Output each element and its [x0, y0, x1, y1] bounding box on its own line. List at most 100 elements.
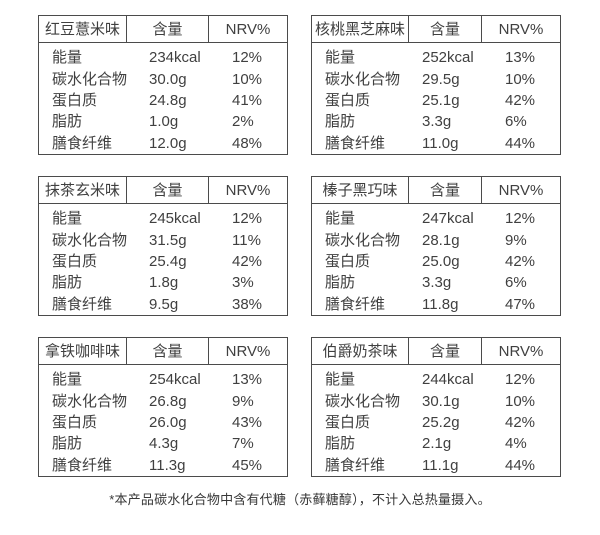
nutrition-table: 抹茶玄米味 含量 NRV% 能量 245kcal 12% 碳水化合物 31.5g 11% 蛋…	[38, 176, 288, 316]
nutrient-row: 膳食纤维 11.3g 45%	[39, 455, 287, 476]
nutrient-nrv: 7%	[232, 435, 254, 453]
nutrient-label: 能量	[325, 49, 356, 67]
nutrient-amount: 26.8g	[149, 392, 187, 410]
nutrient-label: 脂肪	[52, 274, 83, 292]
flavor-header: 红豆薏米味	[44, 20, 120, 38]
nutrient-nrv: 38%	[232, 295, 263, 313]
nutrient-nrv: 12%	[232, 49, 263, 67]
nutrient-label: 脂肪	[325, 113, 356, 131]
nutrient-amount: 11.0g	[422, 134, 459, 152]
nutrient-label: 膳食纤维	[325, 295, 386, 313]
table-body: 能量 244kcal 12% 碳水化合物 30.1g 10% 蛋白质 25.2g 42% 脂肪 2.…	[312, 365, 560, 476]
nutrient-amount: 4.3g	[149, 435, 179, 453]
nrv-column-header: NRV%	[208, 177, 287, 203]
nrv-column-header: NRV%	[208, 338, 287, 364]
nutrient-label: 蛋白质	[52, 413, 98, 431]
nutrient-amount: 2.1g	[422, 435, 452, 453]
nutrient-amount: 30.1g	[422, 392, 460, 410]
nutrient-label: 能量	[52, 210, 83, 228]
nutrient-nrv: 13%	[232, 371, 263, 389]
nutrient-label: 碳水化合物	[325, 231, 401, 249]
nutrient-row: 膳食纤维 11.1g 44%	[312, 455, 560, 476]
nutrient-row: 膳食纤维 11.0g 44%	[312, 133, 560, 154]
nutrient-amount: 1.0g	[149, 113, 179, 131]
nutrient-row: 蛋白质 25.1g 42%	[312, 90, 560, 111]
table-body: 能量 234kcal 12% 碳水化合物 30.0g 10% 蛋白质 24.8g 41% 脂肪 1.…	[39, 43, 287, 154]
nutrient-nrv: 48%	[232, 134, 263, 152]
nutrient-amount: 245kcal	[149, 210, 201, 228]
content-column-header: 含量	[126, 16, 208, 42]
flavor-header: 核桃黑芝麻味	[314, 20, 405, 38]
nutrient-row: 碳水化合物 29.5g 10%	[312, 68, 560, 89]
nutrient-nrv: 3%	[232, 274, 254, 292]
nutrient-amount: 25.4g	[149, 252, 187, 270]
nutrient-amount: 3.3g	[422, 274, 452, 292]
nutrient-row: 膳食纤维 12.0g 48%	[39, 133, 287, 154]
nutrient-row: 脂肪 3.3g 6%	[312, 272, 560, 293]
flavor-header: 榛子黑巧味	[322, 181, 398, 199]
nutrient-nrv: 10%	[232, 70, 263, 88]
table-header-row: 拿铁咖啡味 含量 NRV%	[39, 338, 287, 365]
nutrient-amount: 29.5g	[422, 70, 460, 88]
nutrient-row: 蛋白质 24.8g 41%	[39, 90, 287, 111]
nutrient-label: 蛋白质	[325, 413, 371, 431]
nutrient-row: 碳水化合物 28.1g 9%	[312, 229, 560, 250]
nutrient-amount: 12.0g	[149, 134, 187, 152]
nutrition-table: 伯爵奶茶味 含量 NRV% 能量 244kcal 12% 碳水化合物 30.1g 10% 蛋…	[311, 337, 561, 477]
nutrient-nrv: 6%	[505, 113, 527, 131]
nutrient-nrv: 44%	[505, 134, 536, 152]
nutrient-nrv: 12%	[505, 210, 536, 228]
nutrient-amount: 24.8g	[149, 91, 187, 109]
nutrient-amount: 28.1g	[422, 231, 460, 249]
table-body: 能量 252kcal 13% 碳水化合物 29.5g 10% 蛋白质 25.1g 42% 脂肪 3.…	[312, 43, 560, 154]
nutrient-amount: 25.2g	[422, 413, 460, 431]
nutrient-nrv: 42%	[505, 252, 536, 270]
table-header-row: 红豆薏米味 含量 NRV%	[39, 16, 287, 43]
nutrient-amount: 11.1g	[422, 456, 459, 474]
nutrient-nrv: 42%	[505, 91, 536, 109]
nutrient-nrv: 44%	[505, 456, 536, 474]
nutrient-nrv: 12%	[505, 371, 536, 389]
nrv-column-header: NRV%	[481, 338, 560, 364]
nutrient-nrv: 42%	[505, 413, 536, 431]
table-header-row: 伯爵奶茶味 含量 NRV%	[312, 338, 560, 365]
nutrient-amount: 26.0g	[149, 413, 187, 431]
nutrient-nrv: 4%	[505, 435, 527, 453]
nutrient-row: 蛋白质 26.0g 43%	[39, 412, 287, 433]
nutrient-row: 脂肪 1.8g 3%	[39, 272, 287, 293]
nutrient-row: 脂肪 2.1g 4%	[312, 433, 560, 454]
flavor-header: 拿铁咖啡味	[44, 342, 120, 360]
nutrient-row: 蛋白质 25.0g 42%	[312, 251, 560, 272]
nutrient-row: 膳食纤维 11.8g 47%	[312, 294, 560, 315]
table-body: 能量 254kcal 13% 碳水化合物 26.8g 9% 蛋白质 26.0g 43% 脂肪 4.3…	[39, 365, 287, 476]
nutrient-nrv: 12%	[232, 210, 263, 228]
nutrient-label: 碳水化合物	[52, 70, 128, 88]
content-column-header: 含量	[126, 177, 208, 203]
nrv-column-header: NRV%	[481, 177, 560, 203]
nutrient-nrv: 41%	[232, 91, 263, 109]
nutrient-nrv: 10%	[505, 70, 536, 88]
nutrient-amount: 25.0g	[422, 252, 460, 270]
nutrition-table: 核桃黑芝麻味 含量 NRV% 能量 252kcal 13% 碳水化合物 29.5g 10%…	[311, 15, 561, 155]
nutrient-amount: 11.3g	[149, 456, 186, 474]
table-header-row: 榛子黑巧味 含量 NRV%	[312, 177, 560, 204]
nutrition-table: 榛子黑巧味 含量 NRV% 能量 247kcal 12% 碳水化合物 28.1g 9% 蛋白…	[311, 176, 561, 316]
nutrient-nrv: 45%	[232, 456, 263, 474]
nutrient-label: 脂肪	[52, 113, 83, 131]
nutrient-row: 能量 244kcal 12%	[312, 369, 560, 390]
nutrient-row: 脂肪 4.3g 7%	[39, 433, 287, 454]
nutrient-amount: 9.5g	[149, 295, 179, 313]
nutrient-row: 碳水化合物 26.8g 9%	[39, 390, 287, 411]
nutrient-amount: 31.5g	[149, 231, 187, 249]
nutrition-table: 红豆薏米味 含量 NRV% 能量 234kcal 12% 碳水化合物 30.0g 10% 蛋…	[38, 15, 288, 155]
nutrient-label: 膳食纤维	[325, 134, 386, 152]
table-body: 能量 245kcal 12% 碳水化合物 31.5g 11% 蛋白质 25.4g 42% 脂肪 1.…	[39, 204, 287, 315]
nutrient-row: 能量 252kcal 13%	[312, 47, 560, 68]
nutrient-label: 蛋白质	[325, 252, 371, 270]
content-column-header: 含量	[408, 177, 481, 203]
nutrient-label: 脂肪	[325, 274, 356, 292]
nutrient-amount: 234kcal	[149, 49, 201, 67]
content-column-header: 含量	[408, 338, 481, 364]
nutrient-label: 膳食纤维	[52, 134, 113, 152]
